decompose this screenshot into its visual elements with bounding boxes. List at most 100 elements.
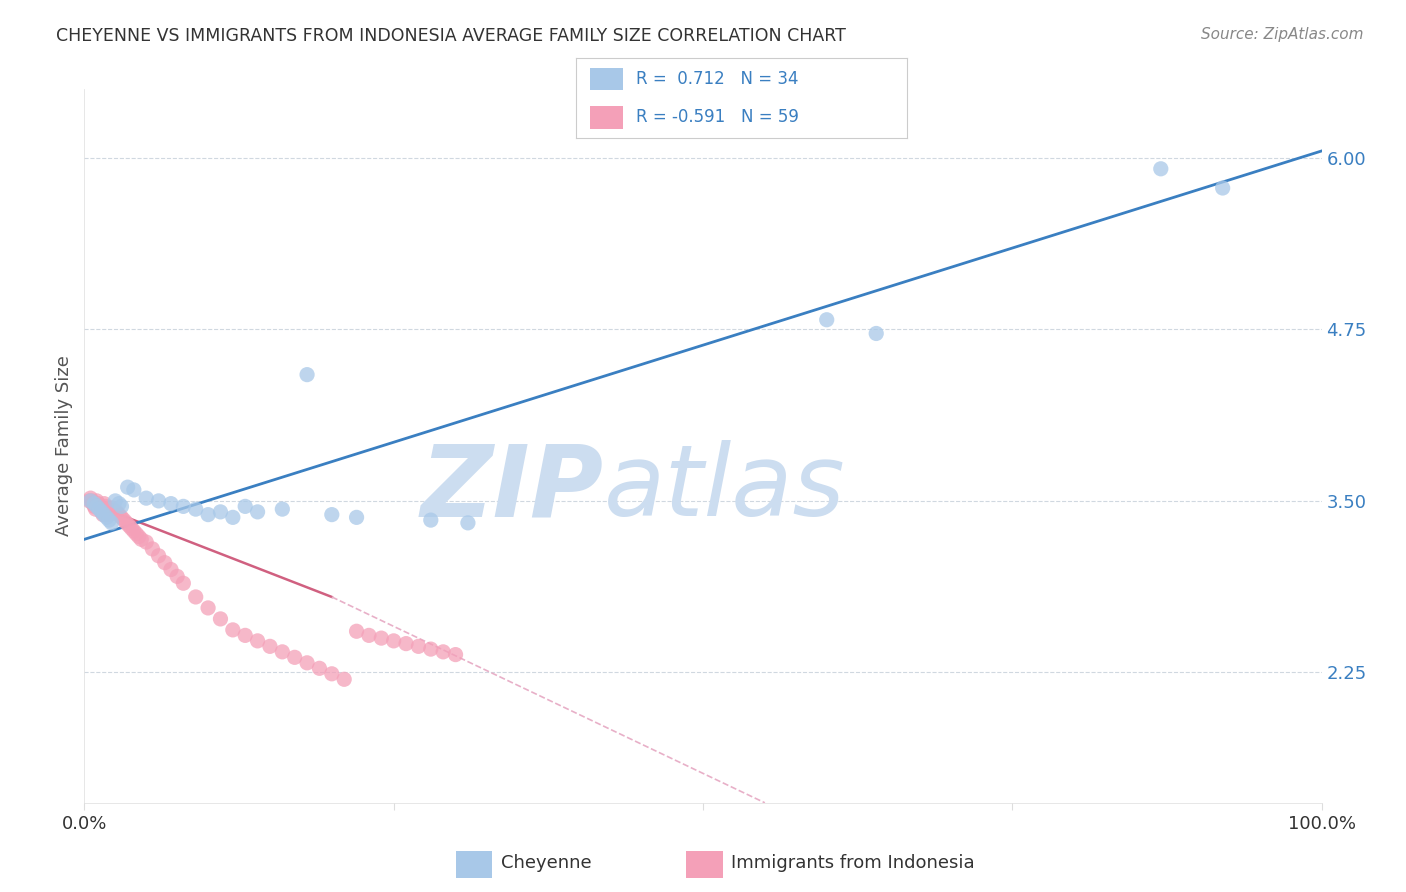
Point <box>108 497 131 511</box>
Point <box>79 494 101 508</box>
Point <box>80 494 103 508</box>
Point <box>148 549 170 563</box>
Point <box>100 516 122 530</box>
Point <box>117 480 139 494</box>
Point <box>90 505 112 519</box>
Point <box>197 601 219 615</box>
Point <box>1150 161 1173 176</box>
Point <box>89 502 111 516</box>
Point <box>233 628 256 642</box>
Point <box>86 500 108 514</box>
Point <box>125 526 148 541</box>
Point <box>83 500 105 514</box>
Text: Immigrants from Indonesia: Immigrants from Indonesia <box>731 854 974 872</box>
Point <box>115 516 138 530</box>
Point <box>160 497 183 511</box>
Point <box>172 500 194 514</box>
Point <box>457 516 479 530</box>
Point <box>96 510 118 524</box>
Point <box>153 556 176 570</box>
Point <box>865 326 887 341</box>
Point <box>91 508 114 522</box>
Point <box>444 648 467 662</box>
Point <box>1212 181 1234 195</box>
Point <box>395 637 418 651</box>
Point <box>184 590 207 604</box>
Point <box>108 508 131 522</box>
Point <box>87 497 110 511</box>
Point <box>222 623 245 637</box>
Point <box>284 650 307 665</box>
Point <box>271 645 294 659</box>
Point <box>122 524 145 538</box>
Point <box>295 656 318 670</box>
Point <box>98 508 121 522</box>
Point <box>357 628 380 642</box>
Point <box>166 569 188 583</box>
Point <box>89 500 111 514</box>
Point <box>370 631 392 645</box>
Point <box>120 521 142 535</box>
Point <box>184 502 207 516</box>
Point <box>122 483 145 497</box>
FancyBboxPatch shape <box>686 851 723 878</box>
Point <box>148 494 170 508</box>
Point <box>89 502 111 516</box>
Point <box>197 508 219 522</box>
Point <box>86 494 108 508</box>
FancyBboxPatch shape <box>456 851 492 878</box>
Point <box>321 508 343 522</box>
Point <box>222 510 245 524</box>
Point <box>308 661 330 675</box>
Point <box>98 513 121 527</box>
Point <box>295 368 318 382</box>
Point <box>333 673 356 687</box>
Point <box>259 640 281 654</box>
Point <box>100 500 122 515</box>
Point <box>246 505 269 519</box>
FancyBboxPatch shape <box>589 68 623 90</box>
Point <box>246 633 269 648</box>
Point <box>93 508 115 522</box>
Y-axis label: Average Family Size: Average Family Size <box>55 356 73 536</box>
Point <box>129 533 152 547</box>
Text: ZIP: ZIP <box>420 441 605 537</box>
Text: Source: ZipAtlas.com: Source: ZipAtlas.com <box>1201 27 1364 42</box>
Point <box>104 494 127 508</box>
Point <box>118 518 141 533</box>
Point <box>209 612 232 626</box>
Point <box>83 497 105 511</box>
Point <box>419 513 441 527</box>
Text: R = -0.591   N = 59: R = -0.591 N = 59 <box>636 109 799 127</box>
Point <box>110 500 132 514</box>
Point <box>96 502 118 516</box>
Point <box>79 494 101 508</box>
Text: atlas: atlas <box>605 441 845 537</box>
Point <box>233 500 256 514</box>
Point <box>93 497 115 511</box>
Point <box>209 505 232 519</box>
Point <box>105 505 128 519</box>
Point <box>97 505 120 519</box>
Text: CHEYENNE VS IMMIGRANTS FROM INDONESIA AVERAGE FAMILY SIZE CORRELATION CHART: CHEYENNE VS IMMIGRANTS FROM INDONESIA AV… <box>56 27 846 45</box>
Point <box>79 491 101 505</box>
Point <box>103 503 125 517</box>
Point <box>128 530 150 544</box>
Point <box>815 312 838 326</box>
Point <box>141 541 163 556</box>
Point <box>135 535 157 549</box>
Point <box>408 640 430 654</box>
Point <box>172 576 194 591</box>
Point <box>112 513 135 527</box>
Point <box>382 633 405 648</box>
Point <box>90 505 112 519</box>
Point <box>110 510 132 524</box>
Point <box>84 502 107 516</box>
Point <box>160 562 183 576</box>
Point <box>94 500 117 514</box>
Point <box>346 624 368 639</box>
Point <box>82 497 104 511</box>
Text: Cheyenne: Cheyenne <box>501 854 591 872</box>
FancyBboxPatch shape <box>589 106 623 128</box>
Text: R =  0.712   N = 34: R = 0.712 N = 34 <box>636 70 799 87</box>
